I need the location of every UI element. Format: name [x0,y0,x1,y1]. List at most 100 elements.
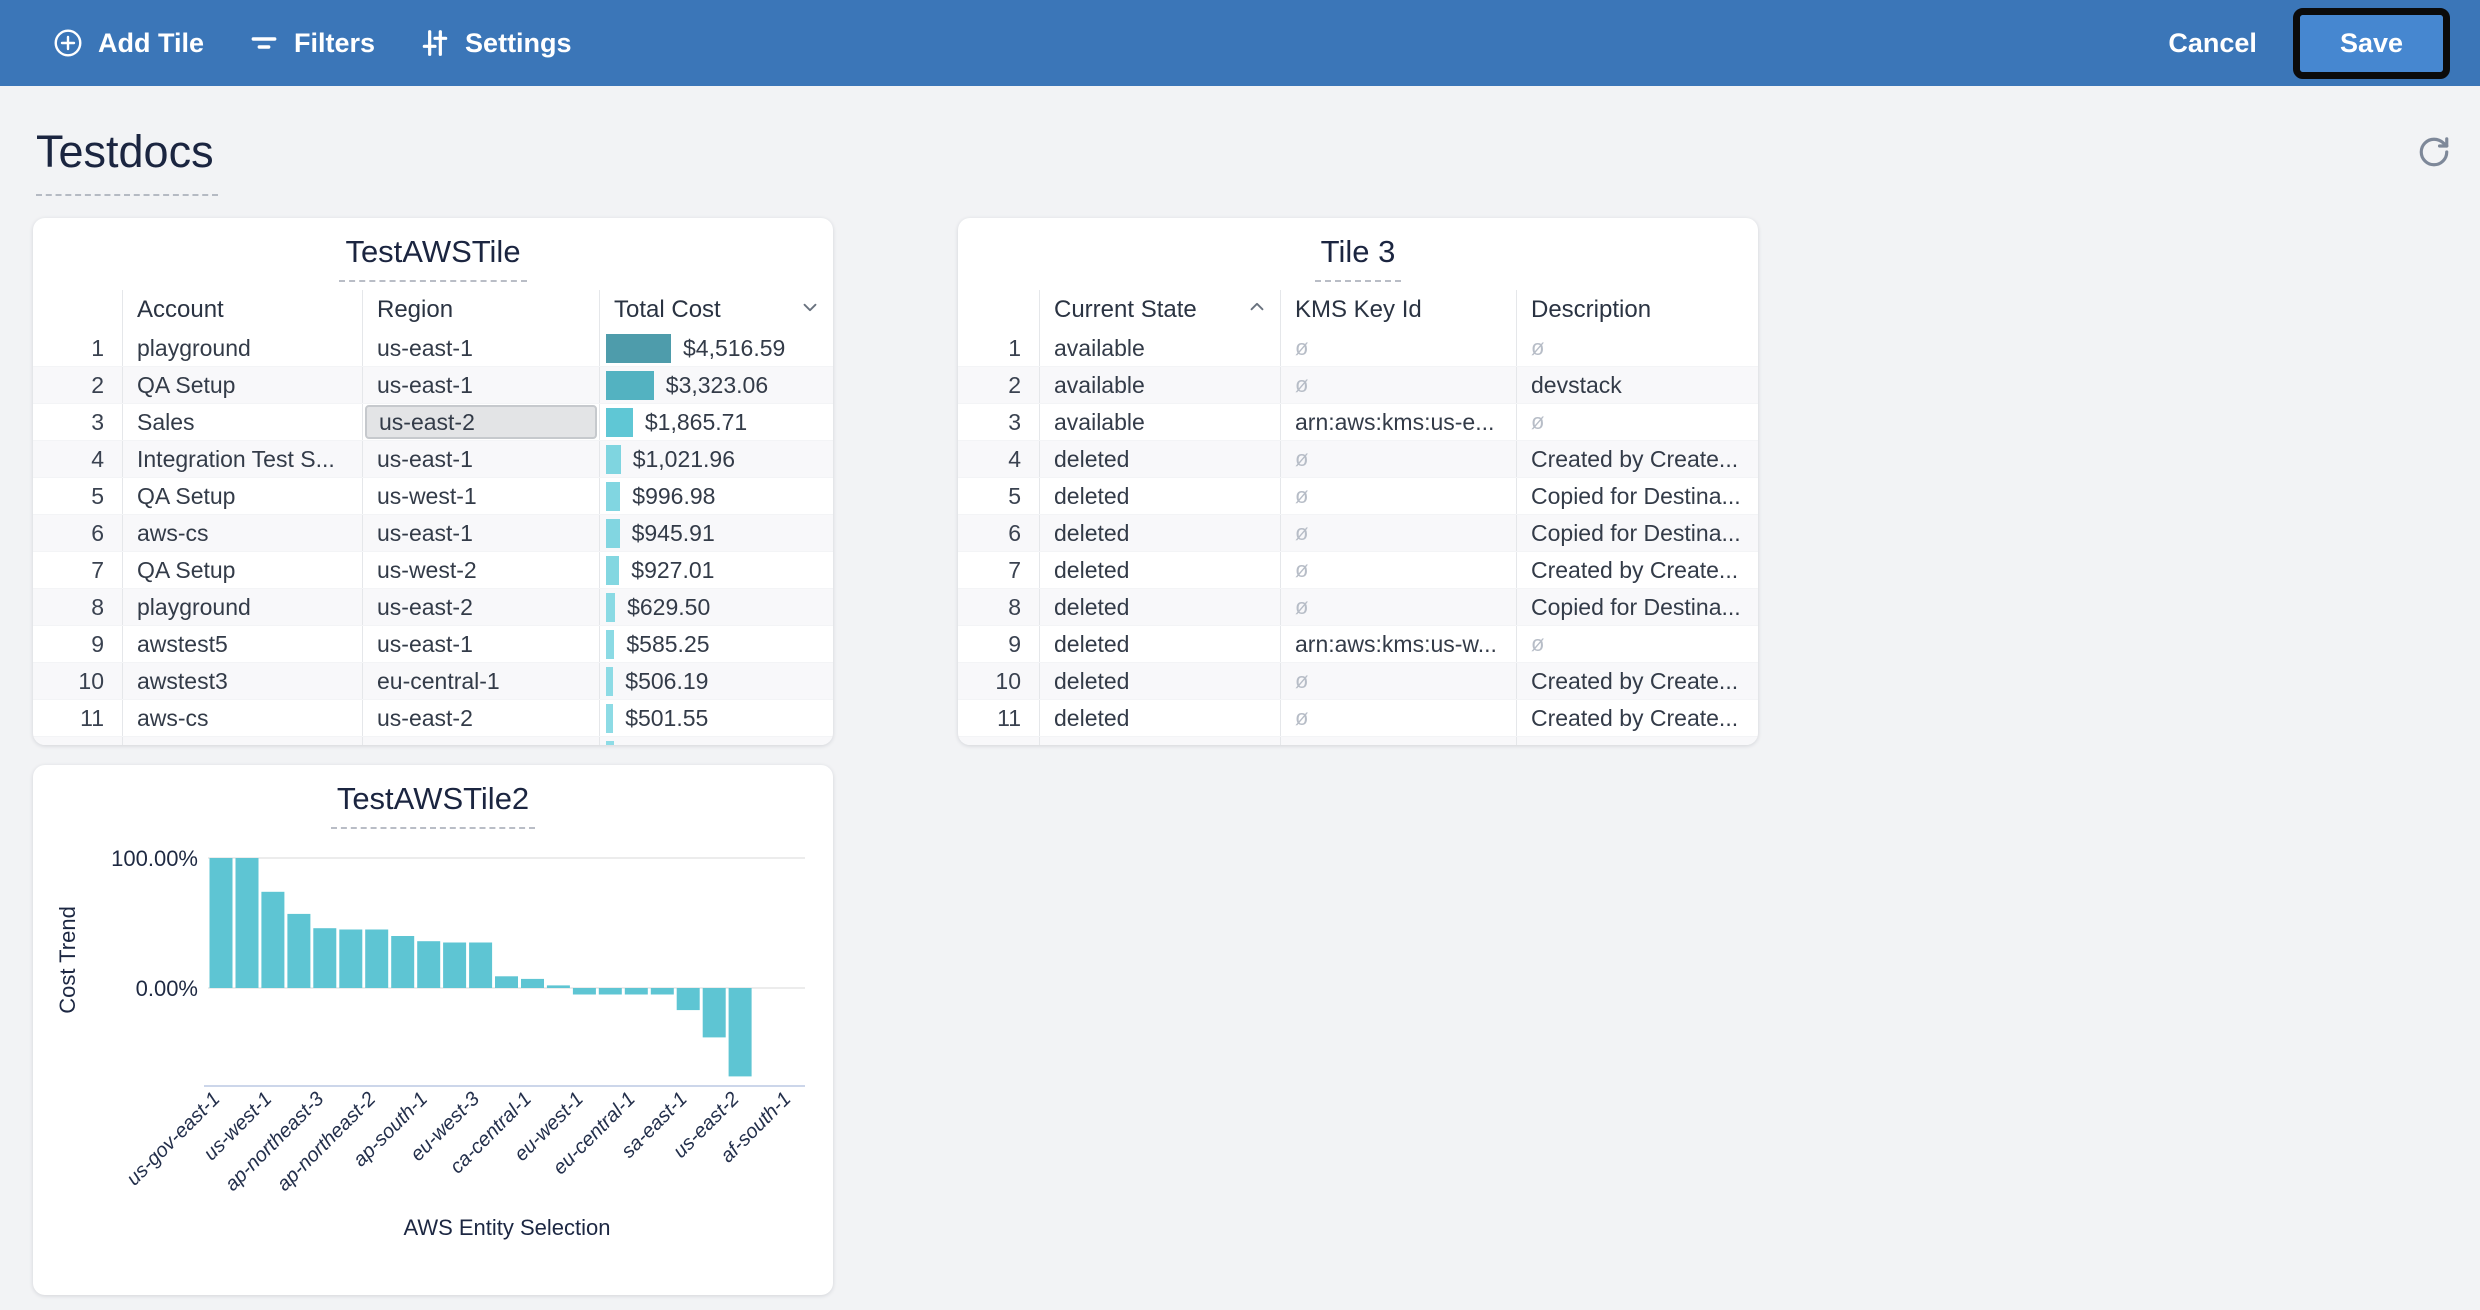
tile-tile3-title[interactable]: Tile 3 [1314,234,1402,282]
cell-region[interactable]: us-east-1 [362,626,599,662]
cell-current-state[interactable]: deleted [1039,663,1280,699]
cost-trend-bar-chart[interactable]: us-gov-east-1us-west-1ap-northeast-3ap-n… [33,835,833,1295]
cell-account[interactable]: aws-cs [122,700,362,736]
table-row[interactable]: 1 available ø ø [958,330,1758,367]
chart-bar[interactable] [365,929,389,989]
column-header-total-cost[interactable]: Total Cost [599,290,833,330]
cell-region[interactable]: us-east-2 [362,700,599,736]
chart-bar[interactable] [339,929,363,989]
save-button[interactable]: Save [2299,14,2443,72]
cell-account[interactable]: QA Setup [122,552,362,588]
cell-current-state[interactable]: deleted [1039,700,1280,736]
table-row[interactable]: 4 Integration Test S... us-east-1 $1,021.96 [33,441,833,478]
cell-current-state[interactable]: deleted [1039,552,1280,588]
cell-kms-key-id[interactable]: ø [1280,515,1516,551]
cell-account[interactable]: awstest3 [122,663,362,699]
table-row[interactable]: 5 QA Setup us-west-1 $996.98 [33,478,833,515]
cell-description[interactable]: Copied for Destina... [1516,515,1758,551]
table-row[interactable]: 7 QA Setup us-west-2 $927.01 [33,552,833,589]
chart-bar[interactable] [624,988,648,995]
cell-total-cost[interactable]: $1,865.71 [599,404,833,440]
cell-total-cost[interactable]: $501.55 [599,700,833,736]
refresh-button[interactable] [2416,134,2452,173]
cell-current-state[interactable]: deleted [1039,515,1280,551]
chart-bar[interactable] [546,985,570,988]
cell-total-cost[interactable]: $945.91 [599,515,833,551]
cell-kms-key-id[interactable]: ø [1280,589,1516,625]
cell-total-cost[interactable]: $1,021.96 [599,441,833,477]
cell-description[interactable]: ø [1516,330,1758,366]
chart-bar[interactable] [702,988,726,1038]
cell-total-cost[interactable]: $927.01 [599,552,833,588]
table-row[interactable]: 6 deleted ø Copied for Destina... [958,515,1758,552]
cell-kms-key-id[interactable]: ø [1280,441,1516,477]
cell-kms-key-id[interactable]: ø [1280,700,1516,736]
chart-bar[interactable] [521,978,544,988]
cell-total-cost[interactable]: $585.25 [599,626,833,662]
cell-current-state[interactable]: deleted [1039,478,1280,514]
chart-bar[interactable] [495,976,518,988]
cell-kms-key-id[interactable]: arn:aws:kms:us-w... [1280,626,1516,662]
cell-kms-key-id[interactable]: arn:aws:kms:us-e... [1280,404,1516,440]
cell-region[interactable]: us-west-1 [362,478,599,514]
cell-account[interactable]: Integration Test S... [122,441,362,477]
table-row[interactable]: 2 available ø devstack [958,367,1758,404]
cell-description[interactable]: Copied for Destina... [1516,478,1758,514]
chart-bar[interactable] [209,858,233,988]
cell-total-cost[interactable]: $629.50 [599,589,833,625]
selected-cell[interactable]: us-east-2 [365,405,597,439]
chart-bar[interactable] [261,891,285,988]
table-row[interactable]: 4 deleted ø Created by Create... [958,441,1758,478]
table-row[interactable]: 6 aws-cs us-east-1 $945.91 [33,515,833,552]
cell-account[interactable]: playground [122,330,362,366]
column-header-current-state[interactable]: Current State [1039,290,1280,330]
column-header-account[interactable]: Account [122,290,362,330]
chart-bar[interactable] [313,928,337,988]
chart-bar[interactable] [417,941,441,988]
table-row[interactable]: 10 deleted ø Created by Create... [958,663,1758,700]
table-row[interactable]: 11 deleted ø Created by Create... [958,700,1758,737]
cell-description[interactable]: Created by Create... [1516,700,1758,736]
cell-current-state[interactable]: available [1039,330,1280,366]
cell-account[interactable]: aws-cs [122,515,362,551]
table-row[interactable]: 2 QA Setup us-east-1 $3,323.06 [33,367,833,404]
chart-bar[interactable] [676,988,700,1011]
cell-region[interactable]: us-east-2 [362,589,599,625]
cell-current-state[interactable]: deleted [1039,589,1280,625]
tile-testawstile2-title[interactable]: TestAWSTile2 [330,781,536,829]
cell-region[interactable]: us-east-2 [362,404,599,440]
table-row[interactable]: 8 playground us-east-2 $629.50 [33,589,833,626]
cell-current-state[interactable]: available [1039,404,1280,440]
cell-description[interactable]: ø [1516,626,1758,662]
cell-total-cost[interactable]: $3,323.06 [599,367,833,403]
column-header-region[interactable]: Region [362,290,599,330]
chart-bar[interactable] [443,942,467,989]
table-row[interactable]: 1 playground us-east-1 $4,516.59 [33,330,833,367]
table-row[interactable]: 3 Sales us-east-2 $1,865.71 [33,404,833,441]
column-header-description[interactable]: Description [1516,290,1758,330]
chart-bar[interactable] [235,858,259,988]
column-header-kms-key-id[interactable]: KMS Key Id [1280,290,1516,330]
cancel-button[interactable]: Cancel [2168,27,2257,58]
tile-testawstile-title[interactable]: TestAWSTile [339,234,527,282]
cell-kms-key-id[interactable]: ø [1280,330,1516,366]
chart-bar[interactable] [728,988,752,1077]
cell-kms-key-id[interactable]: ø [1280,552,1516,588]
cell-region[interactable]: us-east-1 [362,330,599,366]
cell-account[interactable]: playground [122,589,362,625]
table-row[interactable]: 9 awstest5 us-east-1 $585.25 [33,626,833,663]
cell-total-cost[interactable]: $4,516.59 [599,330,833,366]
page-title[interactable]: Testdocs [36,126,218,196]
table-row[interactable]: 7 deleted ø Created by Create... [958,552,1758,589]
chart-bar[interactable] [287,913,311,988]
cell-total-cost[interactable]: $996.98 [599,478,833,514]
cell-region[interactable]: us-east-1 [362,367,599,403]
cell-current-state[interactable]: available [1039,367,1280,403]
cell-kms-key-id[interactable]: ø [1280,663,1516,699]
cell-account[interactable]: awstest5 [122,626,362,662]
cell-account[interactable]: QA Setup [122,367,362,403]
cell-current-state[interactable]: deleted [1039,626,1280,662]
table-row[interactable]: 9 deleted arn:aws:kms:us-w... ø [958,626,1758,663]
chart-bar[interactable] [650,988,674,995]
cell-total-cost[interactable]: $506.19 [599,663,833,699]
